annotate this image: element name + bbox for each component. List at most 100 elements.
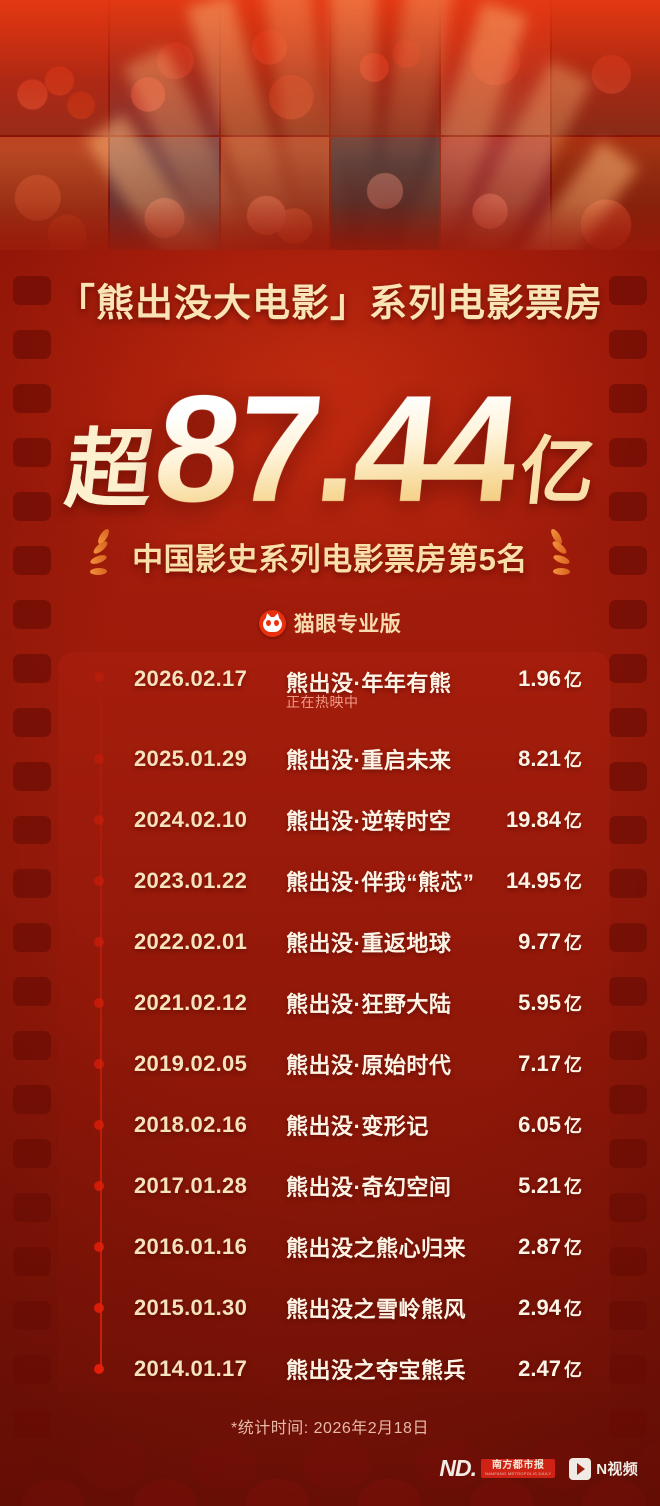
box-office-number: 5.21: [518, 1172, 561, 1198]
page-title: 「熊出没大电影」系列电影票房: [56, 283, 603, 325]
movie-row: 2019.02.05 熊出没·原始时代 7.17 亿: [58, 1033, 610, 1094]
release-date: 2021.02.12: [134, 989, 248, 1015]
box-office-unit: 亿: [564, 1298, 582, 1319]
box-office-value: 1.96 亿: [462, 666, 582, 692]
box-office-unit: 亿: [564, 810, 582, 831]
release-date: 2018.02.16: [134, 1111, 248, 1137]
timeline-dot: [94, 997, 104, 1008]
release-date: 2017.01.28: [134, 1172, 248, 1198]
rank-subtitle-row: 中国影史系列电影票房第5名: [0, 527, 660, 584]
stat-time-note: *统计时间: 2026年2月18日: [231, 1420, 429, 1437]
timeline-dot: [94, 936, 104, 947]
box-office-value: 14.95 亿: [462, 868, 582, 894]
release-date: 2022.02.01: [134, 928, 248, 954]
timeline-dot: [94, 1119, 104, 1130]
nvideo-label: N视频: [596, 1461, 638, 1478]
timeline-dot: [94, 1058, 104, 1069]
box-office-number: 8.21: [518, 745, 561, 771]
movie-row: 2023.01.22 熊出没·伴我“熊芯” 14.95 亿: [58, 850, 610, 911]
movie-title: 熊出没·原始时代: [286, 1052, 452, 1078]
release-date: 2019.02.05: [134, 1050, 248, 1076]
laurel-left-icon: [88, 527, 118, 584]
timeline-dot: [94, 753, 104, 764]
movie-title: 熊出没·重返地球: [286, 930, 452, 956]
timeline-line: [100, 700, 102, 1372]
release-date: 2024.02.10: [134, 806, 248, 832]
movie-row: 2014.01.17 熊出没之夺宝熊兵 2.47 亿: [58, 1338, 610, 1399]
box-office-unit: 亿: [564, 1054, 582, 1075]
timeline-dot: [94, 814, 104, 825]
box-office-unit: 亿: [564, 1115, 582, 1136]
total-prefix: 超: [61, 422, 158, 519]
nd-monogram-icon: ND.: [439, 1455, 477, 1481]
movie-title: 熊出没之雪岭熊风: [286, 1296, 467, 1322]
box-office-value: 5.21 亿: [462, 1173, 582, 1199]
movie-row: 2018.02.16 熊出没·变形记 6.05 亿: [58, 1094, 610, 1155]
release-date: 2014.01.17: [134, 1355, 248, 1381]
movie-row: 2022.02.01 熊出没·重返地球 9.77 亿: [58, 911, 610, 972]
box-office-unit: 亿: [564, 749, 582, 770]
box-office-number: 14.95: [505, 867, 561, 893]
data-source-label: 猫眼专业版: [293, 613, 402, 636]
movie-row: 2024.02.10 熊出没·逆转时空 19.84 亿: [58, 789, 610, 850]
box-office-unit: 亿: [564, 993, 582, 1014]
movie-row: 2016.01.16 熊出没之熊心归来 2.87 亿: [58, 1216, 610, 1277]
box-office-number: 6.05: [518, 1111, 561, 1137]
laurel-right-icon: [542, 527, 572, 584]
box-office-unit: 亿: [564, 1359, 582, 1380]
movie-title: 熊出没·重启未来: [286, 747, 452, 773]
box-office-value: 5.95 亿: [462, 990, 582, 1016]
brand-logos: ND. 南方都市报 NANFANG METROPOLIS DAILY N视频: [439, 1457, 638, 1480]
maoyan-cat-icon: [258, 609, 286, 637]
box-office-value: 2.47 亿: [462, 1356, 582, 1382]
movie-title: 熊出没·变形记: [286, 1113, 429, 1139]
box-office-value: 9.77 亿: [462, 929, 582, 955]
box-office-number: 2.47: [518, 1355, 561, 1381]
timeline-dot: [94, 672, 104, 682]
box-office-value: 7.17 亿: [462, 1051, 582, 1077]
movie-title: 熊出没之熊心归来: [286, 1235, 467, 1261]
box-office-value: 19.84 亿: [462, 807, 582, 833]
release-date: 2023.01.22: [134, 867, 248, 893]
movie-title: 熊出没·年年有熊: [286, 671, 452, 696]
box-office-unit: 亿: [564, 871, 582, 892]
total-amount: 87.44: [146, 364, 526, 535]
movie-title: 熊出没·伴我“熊芯”: [286, 869, 475, 895]
timeline-dot: [94, 875, 104, 886]
box-office-number: 2.87: [518, 1233, 561, 1259]
movie-title: 熊出没·狂野大陆: [286, 991, 452, 1017]
movie-row: 2026.02.17 熊出没·年年有熊 1.96 亿正在热映中: [58, 652, 610, 728]
play-icon: [569, 1457, 592, 1480]
now-showing-badge: 正在热映中: [286, 694, 359, 710]
movie-row: 2025.01.29 熊出没·重启未来 8.21 亿: [58, 728, 610, 789]
movie-title: 熊出没之夺宝熊兵: [286, 1357, 467, 1383]
release-date: 2016.01.16: [134, 1233, 248, 1259]
data-source-badge: 猫眼专业版: [0, 608, 660, 638]
box-office-value: 2.94 亿: [462, 1295, 582, 1321]
box-office-number: 2.94: [518, 1294, 561, 1320]
total-box-office: 超 87.44 亿: [0, 352, 660, 535]
timeline-dot: [94, 1241, 104, 1252]
nandu-cn-label: 南方都市报: [491, 1460, 545, 1471]
box-office-number: 7.17: [518, 1050, 561, 1076]
box-office-unit: 亿: [564, 1237, 582, 1258]
box-office-unit: 亿: [564, 670, 582, 690]
box-office-number: 19.84: [505, 806, 561, 832]
nvideo-logo: N视频: [569, 1457, 638, 1480]
rank-subtitle: 中国影史系列电影票房第5名: [132, 541, 528, 577]
nandu-en-label: NANFANG METROPOLIS DAILY: [485, 1471, 552, 1476]
release-date: 2026.02.17: [134, 666, 248, 691]
main-background: [0, 250, 660, 1506]
movie-row: 2017.01.28 熊出没·奇幻空间 5.21 亿: [58, 1155, 610, 1216]
timeline-dot: [94, 1302, 104, 1313]
movie-list-card: [58, 652, 610, 1392]
box-office-unit: 亿: [564, 932, 582, 953]
total-unit: 亿: [516, 430, 599, 514]
box-office-value: 2.87 亿: [462, 1234, 582, 1260]
nandu-nameplate: 南方都市报 NANFANG METROPOLIS DAILY: [481, 1459, 556, 1478]
box-office-unit: 亿: [564, 1176, 582, 1197]
box-office-value: 8.21 亿: [462, 746, 582, 772]
movie-title: 熊出没·奇幻空间: [286, 1174, 452, 1200]
movie-row: 2015.01.30 熊出没之雪岭熊风 2.94 亿: [58, 1277, 610, 1338]
